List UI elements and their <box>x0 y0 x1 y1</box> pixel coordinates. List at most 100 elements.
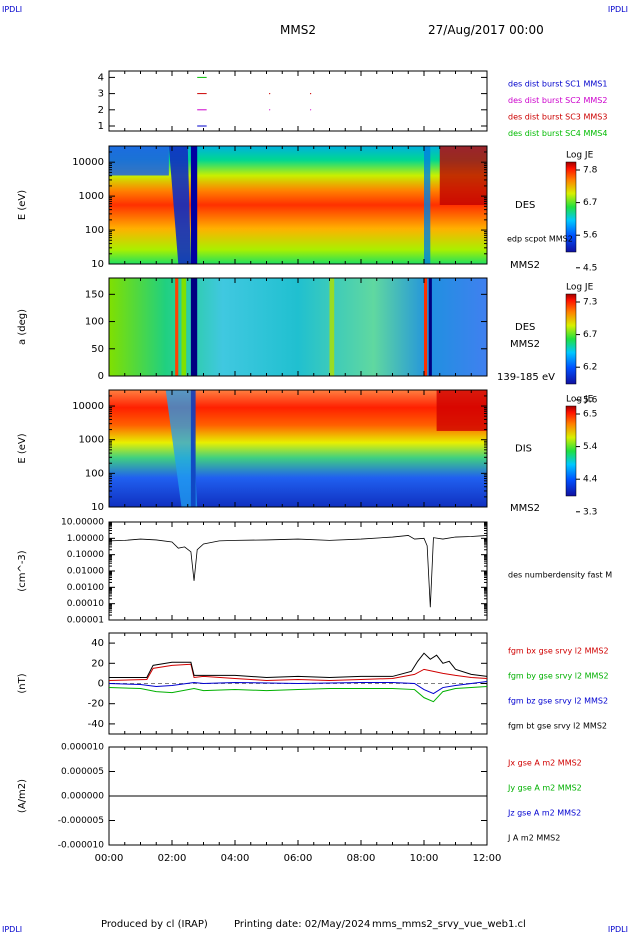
des-pitch-stripe <box>175 278 179 376</box>
density-legend: des numberdensity fast M <box>508 571 612 580</box>
des-pitch-bottom-label: 139-185 eV <box>497 372 555 383</box>
current-legend-4: J A m2 MMS2 <box>507 834 560 843</box>
bfield-legend-bz: fgm bz gse srvy l2 MMS2 <box>508 697 608 706</box>
density-ytick-label: 0.00001 <box>67 616 104 626</box>
burst-panel-ytick-label: 3 <box>98 89 104 100</box>
footer-filename: mms_mms2_srvy_vue_web1.cl <box>372 919 526 930</box>
des-pitch-stripe <box>181 278 187 376</box>
dis-energy-bottom-label: MMS2 <box>510 503 540 514</box>
time-axis-label: 12:00 <box>473 853 502 864</box>
bfield-line-by <box>108 686 488 703</box>
time-axis-label: 06:00 <box>284 853 313 864</box>
des-pitch-colorbar <box>565 293 577 385</box>
current-ytick-label: 0.000005 <box>61 767 104 777</box>
time-axis-label: 00:00 <box>95 853 124 864</box>
burst-marker-dot <box>269 109 271 111</box>
burst-marker-dot <box>310 93 312 95</box>
des-pitch-stripe <box>190 278 198 376</box>
des-pitch-colorbar-tick-label: 6.2 <box>583 363 597 373</box>
corner-label-bottom-left: IPDLI <box>2 925 23 934</box>
des-energy-ytick-label: 10 <box>91 259 104 270</box>
time-axis-label: 10:00 <box>410 853 439 864</box>
des-energy-low-region <box>109 146 169 176</box>
des-energy-ytick-label: 100 <box>85 225 104 236</box>
density-ytick-label: 0.10000 <box>67 550 104 560</box>
bfield-legend-bt: fgm bt gse srvy l2 MMS2 <box>508 722 607 731</box>
des-pitch-ytick-label: 100 <box>85 317 104 328</box>
des-energy-dropout <box>190 146 198 264</box>
bfield-ytick-label: 40 <box>91 638 104 649</box>
burst-legend-2: des dist burst SC2 MMS2 <box>508 96 607 105</box>
dis-energy-ylabel: E (eV) <box>17 433 28 463</box>
dis-energy-dropout <box>190 390 196 507</box>
des-pitch-label: DES <box>515 322 535 333</box>
burst-legend-4: des dist burst SC4 MMS4 <box>508 129 607 138</box>
des-energy-colorbar-tick-label: 7.8 <box>583 166 598 176</box>
dis-energy-ytick-label: 10000 <box>72 401 104 412</box>
dis-energy-colorbar-tick-label: 5.4 <box>583 442 598 452</box>
density-ytick-label: 1.00000 <box>67 534 104 544</box>
density-ytick-label: 0.01000 <box>67 567 104 577</box>
burst-legend-3: des dist burst SC3 MMS3 <box>508 113 607 122</box>
bfield-ylabel: (nT) <box>17 673 28 693</box>
burst-panel-frame <box>108 70 488 132</box>
des-energy-hot <box>439 146 487 205</box>
des-pitch-ytick-label: 0 <box>98 371 104 382</box>
dis-energy-colorbar-tick-label: 3.3 <box>583 507 597 517</box>
dis-energy-label: DIS <box>515 444 532 455</box>
des-pitch-colorbar-tick-label: 6.7 <box>583 330 597 340</box>
corner-label-top-right: IPDLI <box>607 5 628 14</box>
footer-printing-date: Printing date: 02/May/2024 <box>234 919 371 930</box>
des-pitch-colorbar-title: Log JE <box>566 283 594 293</box>
des-energy-label: DES <box>515 200 535 211</box>
corner-label-top-left: IPDLI <box>2 5 23 14</box>
des-energy-dropout <box>424 146 431 264</box>
bfield-ytick-label: -40 <box>88 719 104 730</box>
des-energy-gap <box>168 146 191 264</box>
des-pitch-colorbar-tick-label: 5.6 <box>583 395 598 405</box>
des-energy-colorbar-tick-label: 5.6 <box>583 231 598 241</box>
des-pitch-sublabel: MMS2 <box>510 339 540 350</box>
des-energy-ytick-label: 1000 <box>79 191 104 202</box>
current-ylabel: (A/m2) <box>17 779 28 813</box>
current-legend-1: Jx gse A m2 MMS2 <box>507 759 582 768</box>
bfield-line-bt <box>109 652 488 678</box>
bfield-line-bz <box>108 680 488 695</box>
des-energy-ylabel: E (eV) <box>17 190 28 220</box>
bfield-legend-by: fgm by gse srvy l2 MMS2 <box>508 672 609 681</box>
corner-label-bottom-right: IPDLI <box>607 925 628 934</box>
bfield-ytick-label: 0 <box>98 679 104 690</box>
time-axis-label: 02:00 <box>158 853 187 864</box>
dis-energy-colorbar-tick-label: 6.5 <box>583 410 597 420</box>
density-line <box>108 535 488 608</box>
burst-marker-dot <box>269 93 271 95</box>
des-energy-bottom-label: MMS2 <box>510 260 540 271</box>
des-energy-colorbar <box>565 161 577 253</box>
density-ytick-label: 0.00100 <box>67 583 104 593</box>
current-ytick-label: -0.000005 <box>58 816 104 826</box>
current-ytick-label: 0.000000 <box>61 792 104 802</box>
des-pitch-colorbar-tick-label: 7.3 <box>583 298 597 308</box>
bfield-legend-bx: fgm bx gse srvy l2 MMS2 <box>508 647 609 656</box>
dis-energy-gap <box>165 390 198 507</box>
time-axis-label: 08:00 <box>347 853 376 864</box>
des-pitch-ylabel: a (deg) <box>17 309 28 345</box>
density-ytick-label: 0.00010 <box>67 599 104 609</box>
burst-legend-1: des dist burst SC1 MMS1 <box>508 80 607 89</box>
des-energy-colorbar-tick-label: 6.7 <box>583 198 597 208</box>
dis-energy-ytick-label: 100 <box>85 468 104 479</box>
dis-energy-colorbar <box>565 405 577 497</box>
burst-panel-ytick-label: 2 <box>98 105 104 116</box>
dis-energy-ytick-label: 10 <box>91 502 104 513</box>
dis-energy-heatmap <box>109 390 487 507</box>
des-pitch-ytick-label: 150 <box>85 289 104 300</box>
current-legend-3: Jz gse A m2 MMS2 <box>507 809 581 818</box>
des-pitch-stripe <box>424 278 428 376</box>
density-ytick-label: 10.00000 <box>61 518 104 528</box>
density-ylabel: (cm^-3) <box>17 550 28 591</box>
des-pitch-stripe <box>329 278 335 376</box>
datetime-title: 27/Aug/2017 00:00 <box>428 23 544 37</box>
des-energy-sublabel: edp scpot MMS2 <box>507 235 573 244</box>
bfield-ytick-label: 20 <box>91 658 104 669</box>
